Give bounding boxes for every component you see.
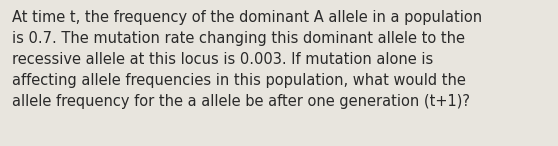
Text: At time t, the frequency of the dominant A allele in a population
is 0.7. The mu: At time t, the frequency of the dominant…: [12, 10, 483, 109]
